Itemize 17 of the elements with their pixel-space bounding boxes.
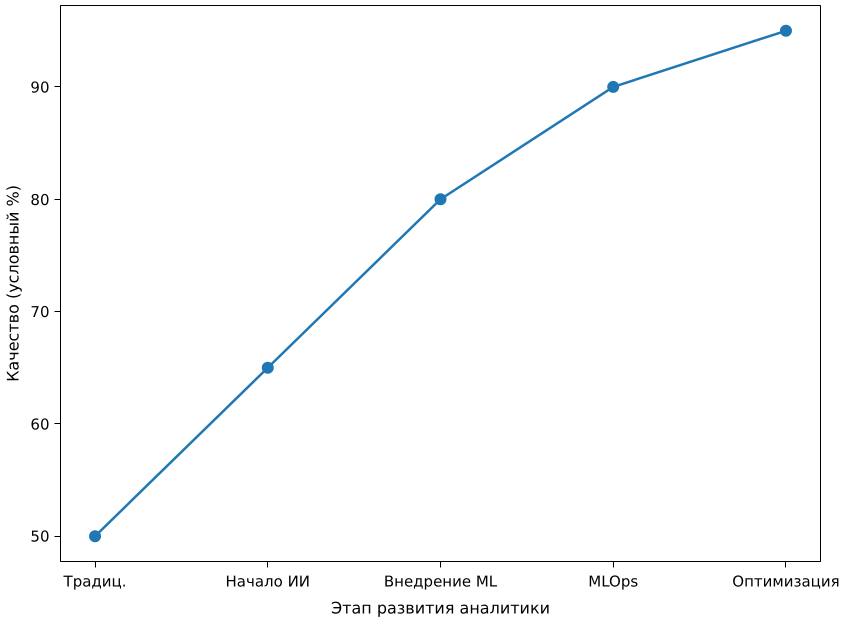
y-axis-title: Качество (условный %) — [3, 185, 22, 382]
y-tick-label: 60 — [30, 415, 50, 434]
x-tick-label: Начало ИИ — [226, 572, 310, 590]
y-tick-label: 90 — [30, 78, 50, 96]
y-tick-label: 70 — [30, 303, 50, 322]
x-tick-label: Внедрение ML — [384, 572, 498, 590]
y-tick-label: 80 — [30, 190, 50, 209]
x-tick-label: Традиц. — [62, 572, 127, 590]
point — [434, 193, 446, 206]
x-tick-label: Оптимизация — [732, 572, 840, 590]
point — [780, 24, 792, 37]
point — [262, 362, 274, 374]
point — [607, 80, 620, 93]
point — [89, 530, 102, 542]
y-tick-label: 50 — [30, 528, 50, 546]
x-axis-title: Этап развития аналитики — [330, 598, 550, 618]
x-tick-label: MLOps — [588, 572, 638, 590]
